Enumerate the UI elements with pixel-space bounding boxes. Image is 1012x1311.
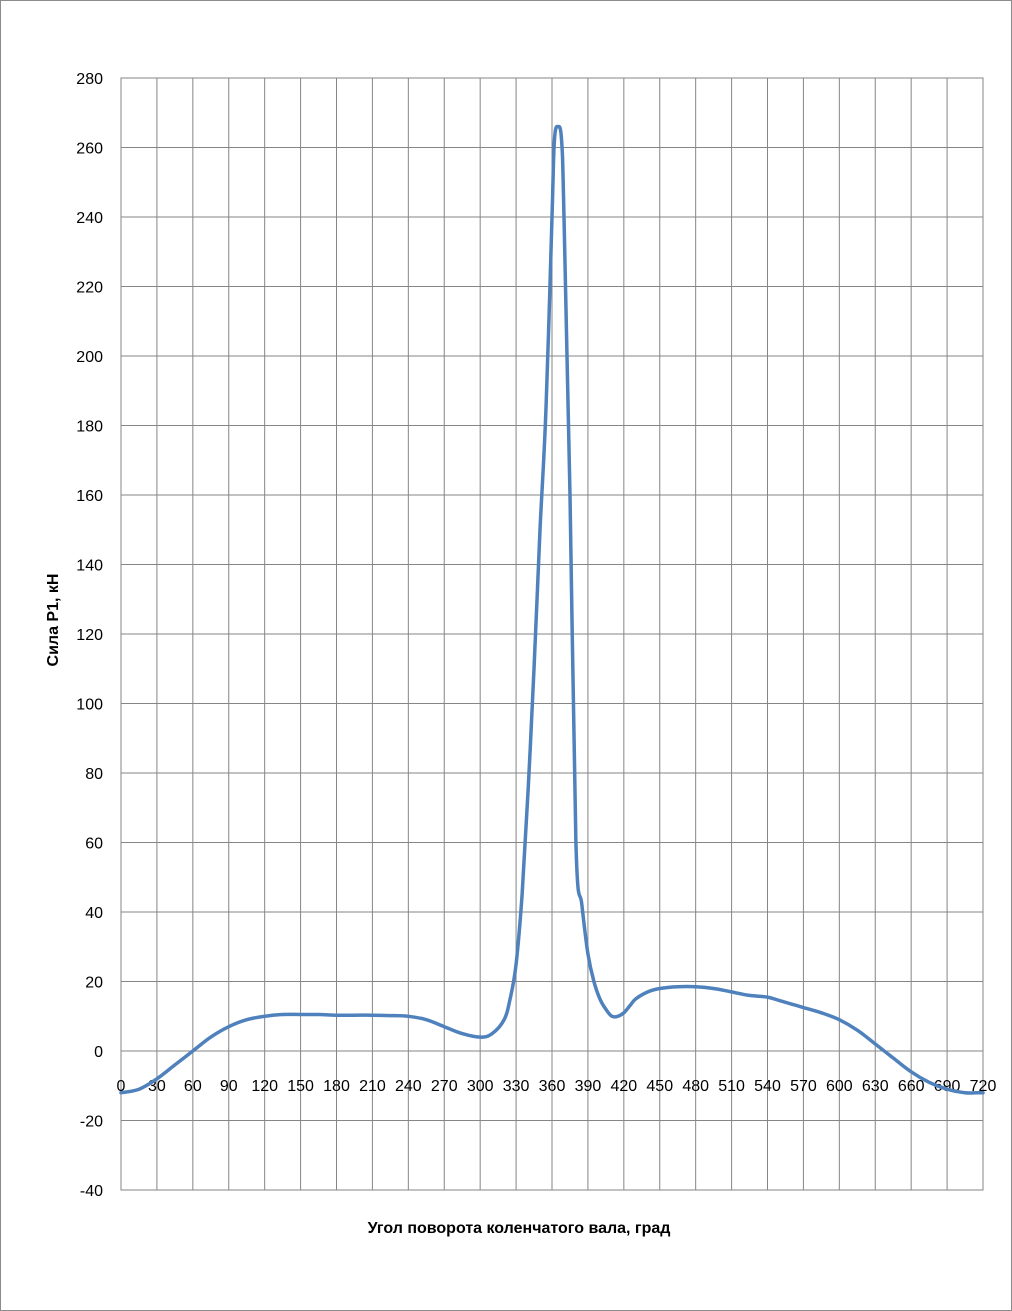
x-tick-label: 180 [323, 1078, 350, 1095]
x-tick-label: 240 [395, 1078, 422, 1095]
y-tick-label: 0 [94, 1044, 103, 1061]
y-tick-label: -40 [80, 1183, 103, 1200]
y-tick-label: 100 [76, 697, 103, 714]
x-tick-label: 570 [790, 1078, 817, 1095]
x-tick-label: 630 [862, 1078, 889, 1095]
y-tick-label: 60 [85, 836, 103, 853]
x-tick-label: 60 [184, 1078, 202, 1095]
x-tick-label: 330 [503, 1078, 530, 1095]
x-tick-label: 480 [682, 1078, 709, 1095]
x-tick-label: 210 [359, 1078, 386, 1095]
x-tick-label: 390 [575, 1078, 602, 1095]
series-line-p1 [119, 124, 985, 1095]
y-tick-label: 240 [76, 210, 103, 227]
x-axis-tick-labels: 0 30 60 90 120 150 180 210 240 270 300 330 360 390 420… [117, 1078, 997, 1095]
x-tick-label: 510 [718, 1078, 745, 1095]
y-tick-label: 280 [76, 71, 103, 88]
x-tick-label: 0 [117, 1078, 126, 1095]
y-tick-label: 220 [76, 280, 103, 297]
x-tick-label: 270 [431, 1078, 458, 1095]
y-tick-label: 20 [85, 975, 103, 992]
y-tick-label: 180 [76, 419, 103, 436]
y-tick-label: 40 [85, 905, 103, 922]
y-tick-label: 260 [76, 141, 103, 158]
y-tick-label: 120 [76, 627, 103, 644]
x-tick-label: 540 [754, 1078, 781, 1095]
x-tick-label: 660 [898, 1078, 925, 1095]
y-tick-label: -20 [80, 1114, 103, 1131]
x-tick-label: 360 [539, 1078, 566, 1095]
x-tick-label: 300 [467, 1078, 494, 1095]
x-tick-label: 600 [826, 1078, 853, 1095]
y-tick-label: 80 [85, 766, 103, 783]
plot-area-border [120, 77, 984, 1191]
y-axis-tick-labels: -40 -20 0 20 40 60 80 100 120 140 160 180 200 220 240 2… [76, 71, 103, 1200]
x-tick-label: 720 [970, 1078, 997, 1095]
x-axis-title: Угол поворота коленчатого вала, град [368, 1220, 671, 1237]
x-tick-label: 120 [251, 1078, 278, 1095]
y-tick-label: 160 [76, 488, 103, 505]
y-tick-label: 140 [76, 558, 103, 575]
y-tick-label: 200 [76, 349, 103, 366]
x-tick-label: 150 [287, 1078, 314, 1095]
y-axis-title: Сила P1, кН [45, 574, 62, 667]
x-tick-label: 450 [646, 1078, 673, 1095]
x-tick-label: 90 [220, 1078, 238, 1095]
x-tick-label: 420 [610, 1078, 637, 1095]
